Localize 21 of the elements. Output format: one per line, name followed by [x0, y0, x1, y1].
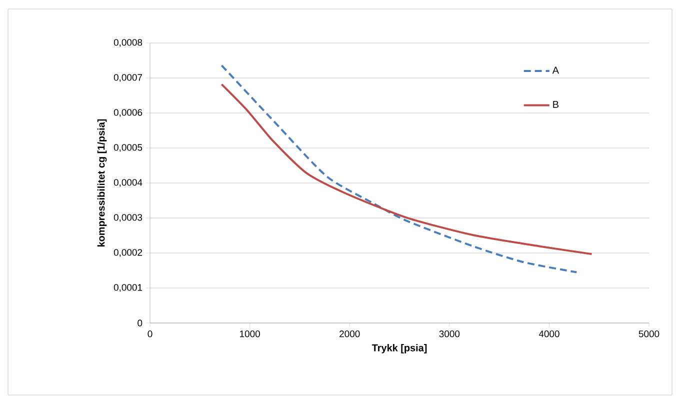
x-tick-label: 5000	[638, 330, 660, 338]
x-tick-label: 3000	[439, 330, 460, 338]
line-series	[220, 83, 593, 256]
y-tick-label: 0,0004	[114, 179, 142, 187]
x-tick-label: 1000	[240, 330, 260, 338]
y-tick-label: 0,0003	[114, 214, 142, 222]
x-tick-label: 4000	[538, 330, 560, 338]
y-tick-label: 0,0002	[114, 249, 142, 257]
x-tick-label: 2000	[340, 330, 360, 338]
y-tick-label: 0,0006	[114, 109, 142, 117]
y-tick-label: 0,0008	[114, 39, 142, 47]
y-axis-title: kompressibilitet cg [1/psia]	[97, 119, 107, 247]
legend-label: B	[553, 101, 558, 108]
legend-label: A	[552, 66, 559, 74]
x-tick-label: 0	[148, 330, 152, 338]
line-series	[220, 64, 578, 274]
y-tick-label: 0	[138, 320, 142, 326]
y-tick-label: 0,0001	[114, 284, 142, 292]
y-tick-label: 0,0005	[114, 144, 142, 152]
y-tick-label: 0,0007	[114, 74, 142, 82]
x-axis-title: Trykk [psia]	[372, 344, 427, 354]
